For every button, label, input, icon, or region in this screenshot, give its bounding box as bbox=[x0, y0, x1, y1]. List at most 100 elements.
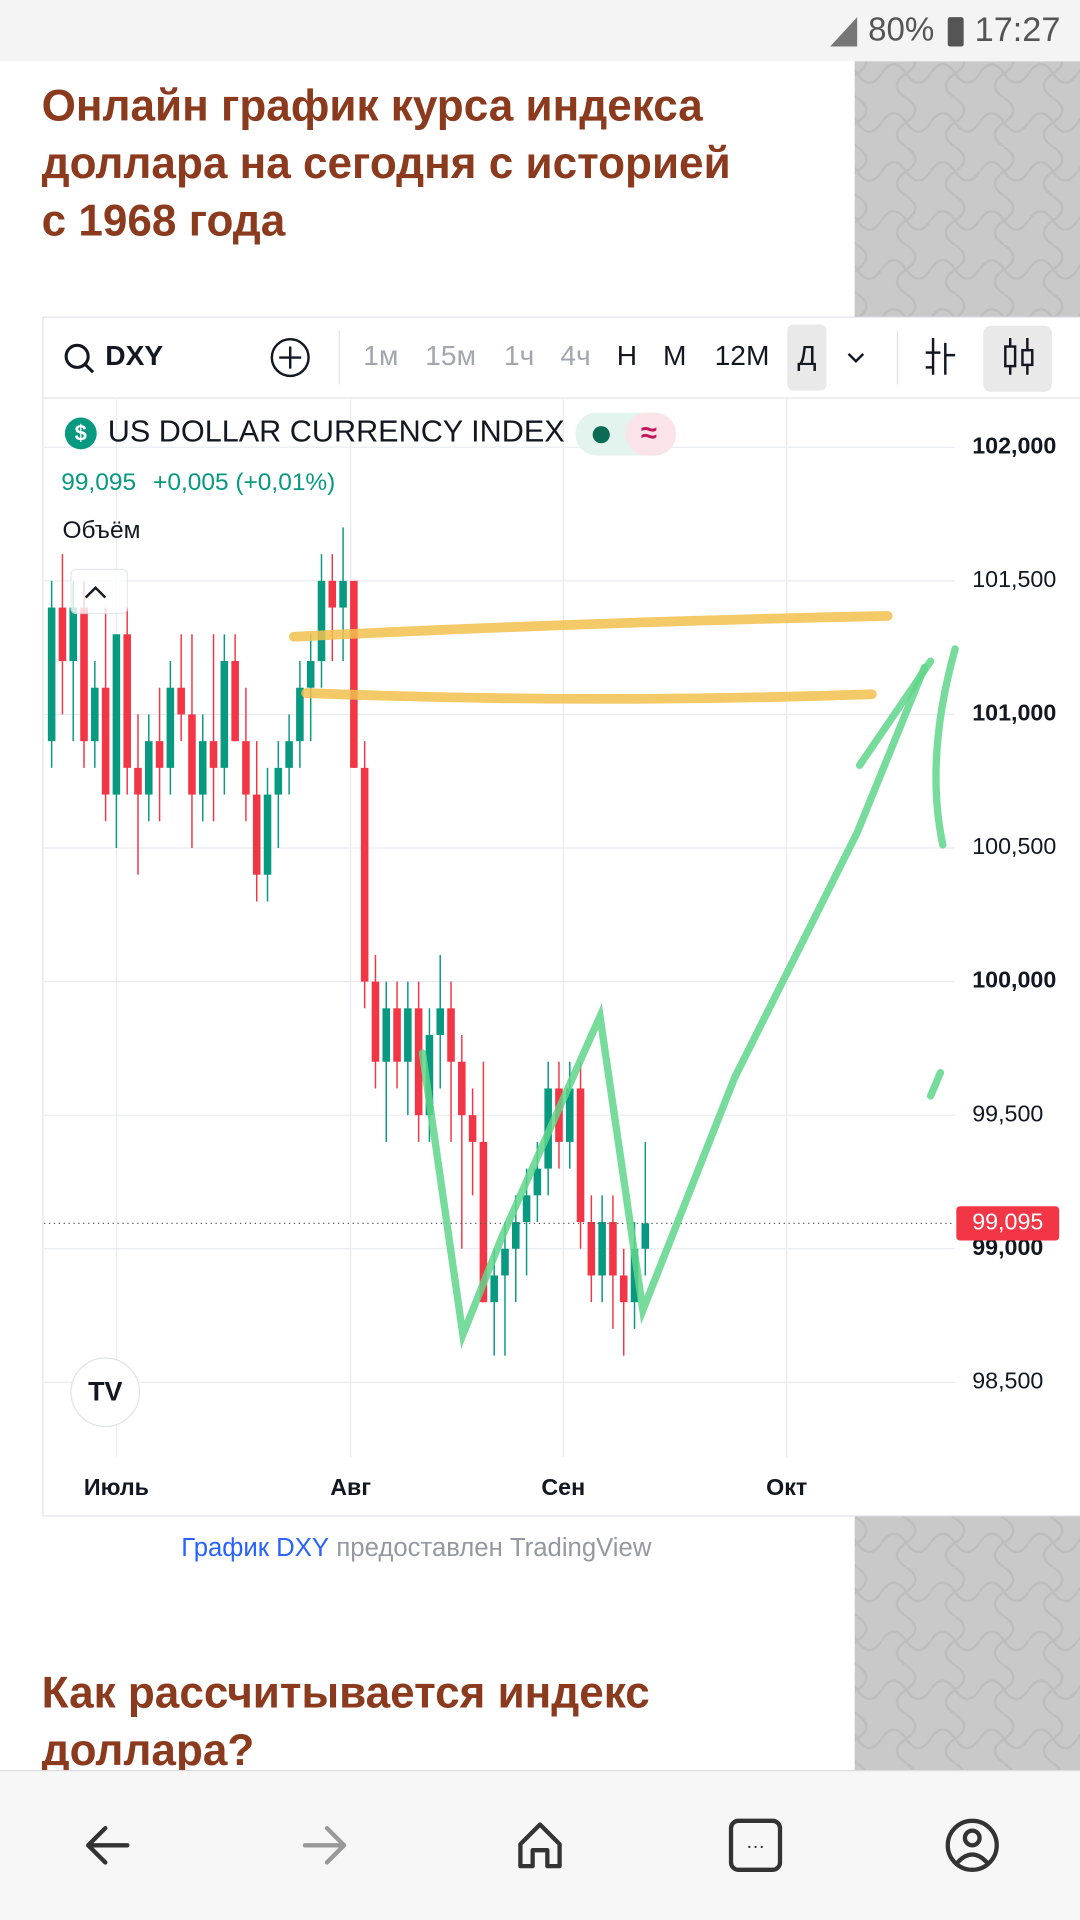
candles-icon bbox=[1021, 348, 1034, 367]
account-icon bbox=[955, 1852, 990, 1865]
candle-body bbox=[404, 1008, 412, 1062]
candle-body bbox=[285, 741, 293, 768]
symbol[interactable]: DXY bbox=[105, 340, 163, 371]
candle-body bbox=[69, 607, 78, 662]
candle-body bbox=[522, 1195, 531, 1223]
candle-body bbox=[458, 1061, 466, 1116]
quote-change: +0,005 (+0,01%) bbox=[153, 469, 335, 496]
candle-body bbox=[609, 1222, 617, 1276]
candle-body bbox=[101, 687, 110, 795]
add-button[interactable] bbox=[270, 337, 310, 378]
candle-body bbox=[177, 687, 185, 715]
candle-body bbox=[306, 661, 315, 688]
candle-body bbox=[328, 580, 337, 608]
candle-body bbox=[360, 767, 369, 982]
candle-body bbox=[112, 634, 121, 795]
candle-body bbox=[47, 607, 56, 742]
last-price-label: 99,095 bbox=[972, 1209, 1043, 1235]
interval[interactable]: Д bbox=[797, 340, 816, 371]
status-bar bbox=[0, 0, 1080, 62]
candle-body bbox=[252, 794, 261, 875]
candle-body bbox=[425, 1035, 434, 1116]
candle-body bbox=[274, 767, 283, 795]
bars-icon[interactable] bbox=[925, 337, 956, 375]
account-button[interactable] bbox=[945, 1818, 999, 1872]
candle-body bbox=[58, 607, 67, 662]
signal-icon bbox=[830, 17, 858, 47]
x-tick-label: Сен bbox=[541, 1474, 585, 1500]
forward-button[interactable] bbox=[302, 1826, 347, 1865]
candle-body bbox=[350, 580, 358, 768]
candle-body bbox=[263, 794, 272, 875]
candle-body bbox=[220, 661, 229, 768]
article-title: доллара на сегодня с историей bbox=[42, 139, 731, 188]
section-heading: доллара? bbox=[42, 1726, 255, 1775]
candle-body bbox=[242, 741, 250, 795]
candle-body bbox=[447, 1008, 455, 1062]
y-tick-label: 101,500 bbox=[972, 566, 1056, 592]
last-price-box bbox=[956, 1206, 1060, 1241]
currency-icon: $ bbox=[75, 421, 87, 446]
tradingview-logo[interactable] bbox=[70, 1357, 141, 1428]
candle-body bbox=[501, 1248, 509, 1276]
candle-body bbox=[91, 687, 99, 742]
volume-label: Объём bbox=[62, 517, 140, 544]
candle-body bbox=[576, 1088, 585, 1223]
drawing bbox=[301, 688, 877, 704]
interval[interactable]: М bbox=[663, 340, 686, 371]
interval[interactable]: 15м bbox=[425, 340, 476, 371]
account-icon bbox=[962, 1828, 982, 1848]
y-tick-label: 100,000 bbox=[972, 967, 1056, 993]
interval[interactable]: 4ч bbox=[560, 340, 590, 371]
interval[interactable]: 1м bbox=[363, 340, 398, 371]
candles-button[interactable] bbox=[983, 325, 1052, 392]
candle-body bbox=[414, 1008, 423, 1116]
candle-body bbox=[512, 1222, 520, 1249]
back-button[interactable] bbox=[86, 1826, 130, 1865]
candle-body bbox=[598, 1222, 606, 1276]
interval[interactable]: Н bbox=[617, 340, 637, 371]
interval[interactable]: 12М bbox=[715, 340, 770, 371]
drawing bbox=[288, 611, 893, 642]
candle-body bbox=[317, 580, 326, 662]
delay-icon: ≈ bbox=[641, 416, 657, 449]
candle-body bbox=[80, 607, 88, 742]
candle-body bbox=[231, 661, 239, 742]
dropdown-icon[interactable] bbox=[847, 353, 865, 363]
x-tick-label: Авг bbox=[330, 1474, 371, 1500]
add-icon bbox=[279, 346, 302, 369]
candle-body bbox=[382, 1008, 391, 1062]
article-title: с 1968 года bbox=[42, 197, 286, 246]
caption-text: предоставлен TradingView bbox=[336, 1534, 651, 1562]
y-tick-label: 102,000 bbox=[972, 432, 1056, 458]
candle-body bbox=[155, 741, 164, 768]
chart-title: US DOLLAR CURRENCY INDEX bbox=[108, 415, 565, 449]
search-icon[interactable] bbox=[64, 343, 90, 369]
candle-body bbox=[393, 1008, 401, 1062]
candle-body bbox=[339, 580, 347, 608]
y-tick-label: 99,500 bbox=[972, 1100, 1043, 1126]
candle-body bbox=[166, 687, 175, 768]
y-tick-label: 101,000 bbox=[972, 700, 1056, 726]
tabs-button[interactable] bbox=[728, 1818, 783, 1872]
x-tick-label: Июль bbox=[84, 1474, 149, 1500]
candle-body bbox=[619, 1275, 628, 1303]
market-dot bbox=[592, 426, 610, 444]
candle-body bbox=[565, 1088, 574, 1142]
battery-icon bbox=[947, 17, 964, 47]
candle-body bbox=[436, 1008, 445, 1036]
battery-text: 80% bbox=[868, 12, 934, 49]
candle-body bbox=[188, 714, 196, 795]
candle-body bbox=[198, 741, 207, 795]
home-button[interactable] bbox=[518, 1822, 562, 1869]
candle-body bbox=[641, 1223, 650, 1249]
status-pill bbox=[625, 412, 676, 456]
candle-body bbox=[209, 741, 218, 768]
candle-body bbox=[145, 741, 153, 795]
tabs-icon: … bbox=[746, 1831, 766, 1853]
caption-link[interactable]: График DXY bbox=[181, 1534, 329, 1562]
candle-body bbox=[123, 634, 131, 768]
interval[interactable]: 1ч bbox=[504, 340, 534, 371]
